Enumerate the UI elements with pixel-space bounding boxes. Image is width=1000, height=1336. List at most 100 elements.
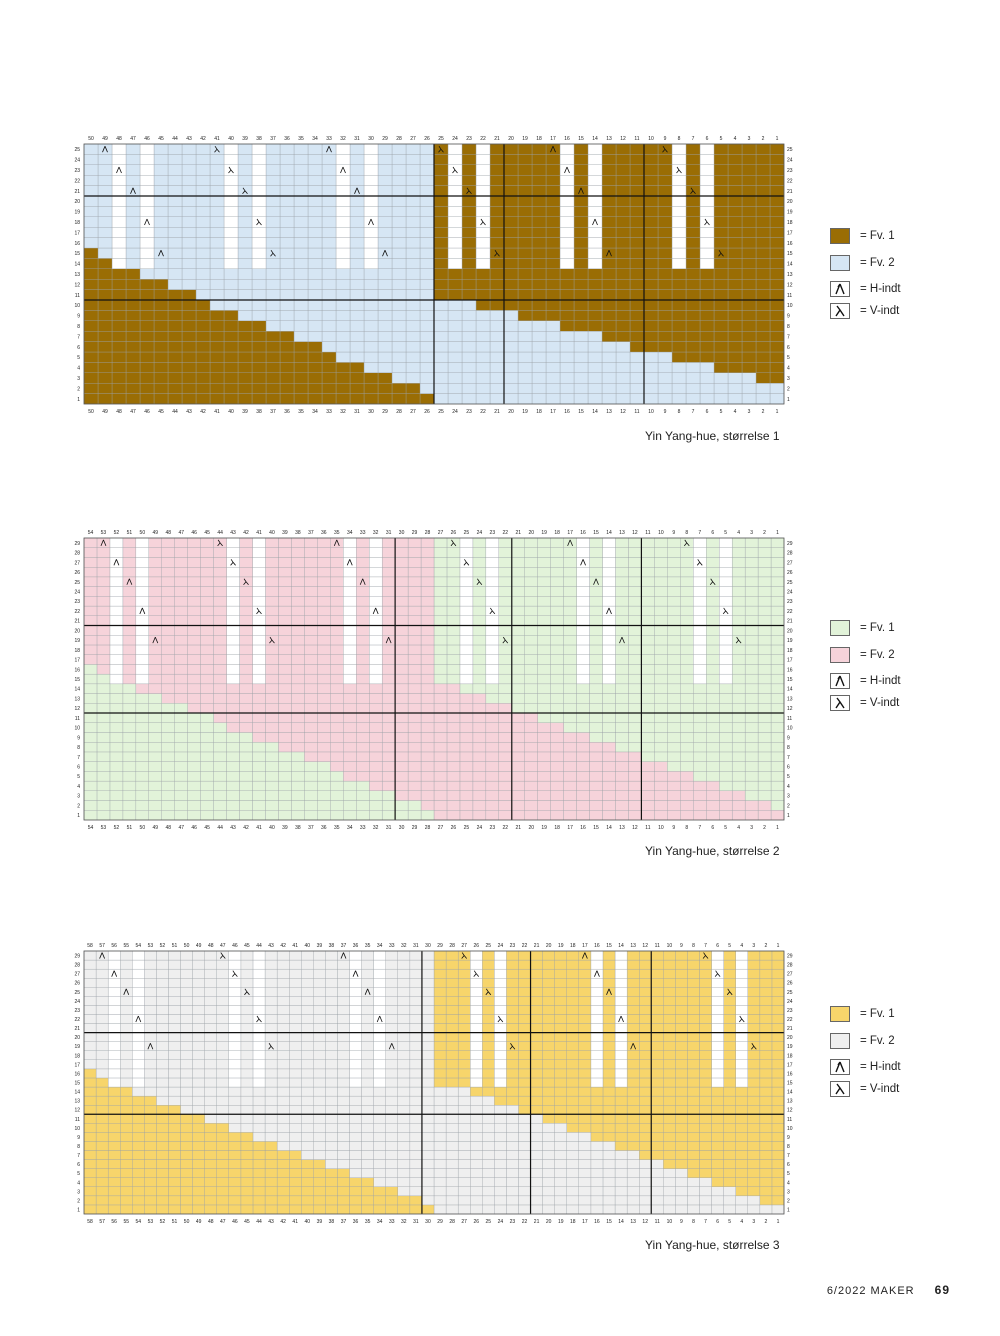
stitch-cell	[771, 1059, 785, 1070]
stitch-cell	[530, 1132, 543, 1142]
stitch-cell	[264, 987, 278, 997]
stitch-cell	[168, 950, 181, 961]
stitch-cell	[156, 1159, 169, 1169]
stitch-cell	[313, 1186, 326, 1197]
stitch-cell	[409, 1168, 423, 1178]
stitch-cell	[723, 1195, 736, 1206]
stitch-cell	[144, 1104, 157, 1115]
stitch-cell	[542, 1195, 555, 1206]
stitch-cell	[313, 1104, 326, 1115]
stitch-cell	[288, 1050, 302, 1061]
stitch-cell	[506, 996, 519, 1006]
stitch-cell	[675, 1032, 688, 1042]
stitch-cell	[192, 1123, 205, 1133]
stitch-cell	[470, 1005, 483, 1015]
stitch-cell	[409, 996, 423, 1006]
stitch-cell	[494, 987, 507, 997]
stitch-cell	[735, 1186, 748, 1197]
stitch-cell	[663, 1077, 676, 1088]
stitch-cell	[361, 1086, 374, 1097]
stitch-cell	[759, 1186, 773, 1197]
stitch-cell	[216, 1195, 230, 1206]
stitch-cell	[168, 1150, 181, 1160]
stitch-cell	[216, 987, 230, 997]
stitch-cell	[264, 1005, 278, 1015]
stitch-cell	[144, 1132, 157, 1142]
stitch-cell	[409, 1114, 423, 1124]
stitch-cell	[747, 1141, 761, 1151]
stitch-cell	[385, 1041, 398, 1051]
stitch-cell	[433, 1086, 447, 1097]
stitch-cell	[759, 1095, 773, 1106]
stitch-cell	[204, 978, 217, 988]
stitch-cell	[687, 1014, 700, 1024]
stitch-cell	[313, 1159, 326, 1169]
col-number-bottom: 13	[630, 1219, 636, 1225]
stitch-cell	[276, 1095, 290, 1106]
stitch-cell	[373, 1005, 386, 1015]
stitch-cell	[228, 1086, 242, 1097]
stitch-cell	[385, 996, 398, 1006]
stitch-cell	[192, 1050, 205, 1061]
stitch-cell	[204, 1095, 217, 1106]
stitch-cell	[313, 1132, 326, 1142]
stitch-cell	[566, 1159, 580, 1169]
stitch-cell	[409, 978, 423, 988]
stitch-cell	[590, 1014, 604, 1024]
stitch-cell	[675, 1150, 688, 1160]
stitch-cell	[301, 987, 314, 997]
stitch-cell	[590, 1005, 604, 1015]
stitch-cell	[107, 996, 121, 1006]
stitch-cell	[288, 1177, 302, 1187]
stitch-cell	[156, 1086, 169, 1097]
col-number-bottom: 9	[680, 1219, 683, 1225]
stitch-cell	[156, 996, 169, 1006]
stitch-cell	[132, 1014, 145, 1024]
stitch-cell	[83, 1005, 97, 1015]
stitch-cell	[156, 1123, 169, 1133]
stitch-cell	[276, 996, 290, 1006]
stitch-cell	[687, 1086, 700, 1097]
stitch-cell	[614, 1177, 628, 1187]
stitch-cell	[711, 1159, 724, 1169]
stitch-cell	[530, 1041, 543, 1051]
stitch-cell	[180, 1059, 193, 1070]
stitch-cell	[301, 1186, 314, 1197]
stitch-cell	[228, 1150, 242, 1160]
col-number-bottom: 23	[510, 1219, 516, 1225]
stitch-cell	[638, 1168, 652, 1178]
stitch-cell	[457, 1168, 471, 1178]
stitch-cell	[470, 1023, 483, 1033]
stitch-cell	[771, 1168, 785, 1178]
col-number-bottom: 22	[522, 1219, 528, 1225]
stitch-cell	[349, 968, 362, 979]
stitch-cell	[590, 1077, 604, 1088]
stitch-cell	[542, 959, 555, 970]
stitch-cell	[663, 1168, 676, 1178]
stitch-cell	[771, 1177, 785, 1187]
stitch-cell	[288, 1077, 302, 1088]
stitch-cell	[626, 1186, 640, 1197]
stitch-cell	[554, 1159, 567, 1169]
stitch-cell	[759, 1086, 773, 1097]
stitch-cell	[361, 1068, 374, 1079]
stitch-cell	[482, 1014, 495, 1024]
stitch-cell	[192, 996, 205, 1006]
stitch-cell	[107, 1014, 121, 1024]
stitch-cell	[144, 996, 157, 1006]
col-number-bottom: 12	[642, 1219, 648, 1225]
stitch-cell	[204, 1086, 217, 1097]
stitch-cell	[638, 1195, 652, 1206]
stitch-cell	[614, 1204, 628, 1215]
stitch-cell	[264, 1068, 278, 1079]
stitch-cell	[482, 1050, 495, 1061]
stitch-cell	[180, 1195, 193, 1206]
stitch-cell	[204, 996, 217, 1006]
stitch-cell	[663, 1059, 676, 1070]
stitch-cell	[542, 996, 555, 1006]
stitch-cell	[120, 968, 133, 979]
stitch-cell	[735, 959, 748, 970]
stitch-cell	[361, 1168, 374, 1178]
stitch-cell	[699, 1104, 712, 1115]
stitch-cell	[542, 987, 555, 997]
